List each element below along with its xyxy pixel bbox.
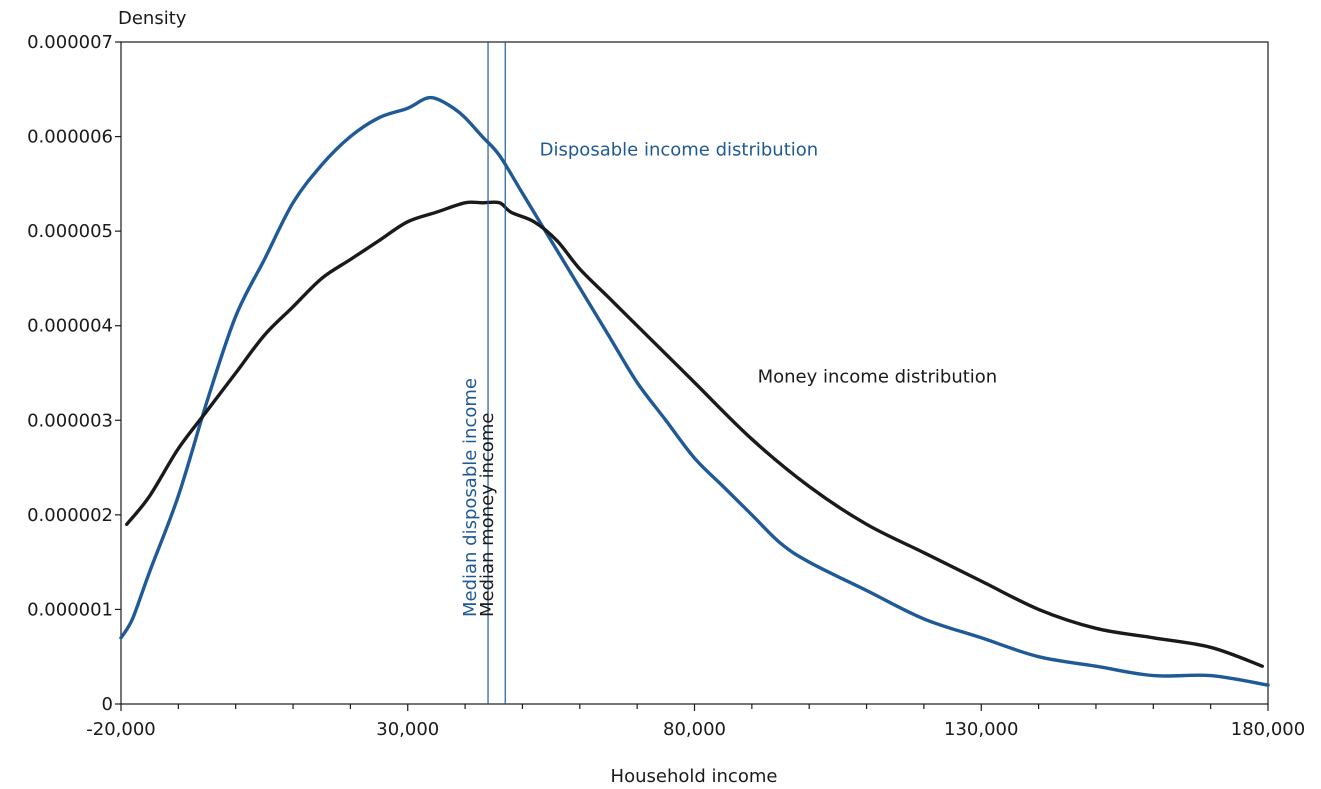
x-tick-label: 180,000 xyxy=(1231,719,1305,740)
y-axis-title: Density xyxy=(118,8,187,29)
disposable-income-curve xyxy=(121,98,1268,686)
x-tick-label: 80,000 xyxy=(663,719,726,740)
x-tick-label: 30,000 xyxy=(376,719,439,740)
money-income-curve xyxy=(127,202,1263,666)
y-tick-label: 0.000001 xyxy=(27,599,113,620)
median-money-line-label: Median money income xyxy=(477,412,498,617)
y-tick-label: 0.000002 xyxy=(27,505,113,526)
x-tick-label: 130,000 xyxy=(944,719,1018,740)
x-tick-label: -20,000 xyxy=(86,719,155,740)
y-tick-label: 0.000007 xyxy=(27,32,113,53)
annotations-layer: Disposable income distribution Money inco… xyxy=(540,139,998,387)
axes-layer: 0 0.000001 0.000002 0.000003 0.000004 0.00000… xyxy=(27,32,1305,740)
disposable-income-label: Disposable income distribution xyxy=(540,139,819,160)
y-tick-label: 0 xyxy=(102,694,113,715)
money-income-label: Money income distribution xyxy=(758,366,998,387)
y-tick-label: 0.000004 xyxy=(27,316,113,337)
series-layer xyxy=(121,98,1268,686)
x-axis-title: Household income xyxy=(611,766,778,787)
y-tick-label: 0.000005 xyxy=(27,221,113,242)
y-tick-label: 0.000003 xyxy=(27,410,113,431)
y-tick-label: 0.000006 xyxy=(27,127,113,148)
